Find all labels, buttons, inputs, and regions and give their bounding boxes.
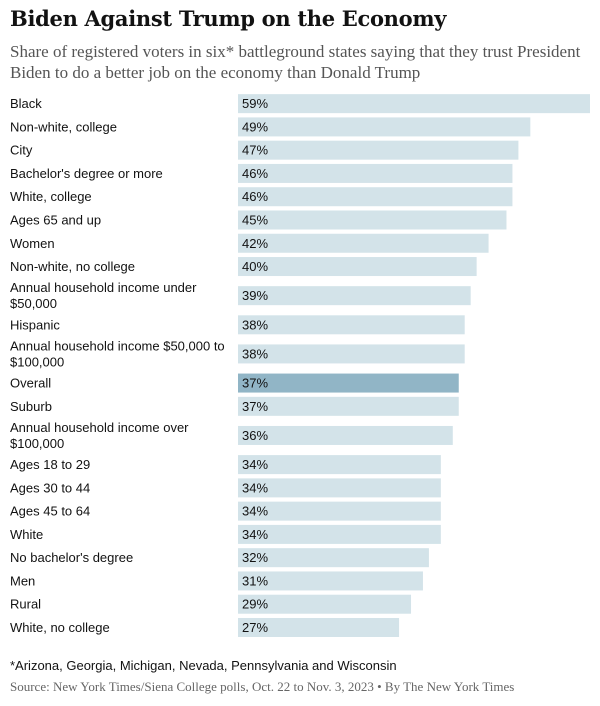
category-label: Men xyxy=(10,573,35,588)
category-label: No bachelor's degree xyxy=(10,550,133,565)
category-label: Non-white, no college xyxy=(10,259,135,274)
bar-value-label: 49% xyxy=(242,119,268,134)
bar xyxy=(238,117,531,137)
source-credit: Source: New York Times/Siena College pol… xyxy=(10,679,515,694)
bar-value-label: 34% xyxy=(242,480,268,495)
chart-title: Biden Against Trump on the Economy xyxy=(10,6,447,31)
bar-value-label: 32% xyxy=(242,550,268,565)
bar-value-label: 36% xyxy=(242,428,268,443)
category-label: White, college xyxy=(10,189,92,204)
bar-value-label: 29% xyxy=(242,597,268,612)
footnote: *Arizona, Georgia, Michigan, Nevada, Pen… xyxy=(10,658,397,673)
bar xyxy=(238,478,441,498)
bar-value-label: 38% xyxy=(242,346,268,361)
bar-value-label: 34% xyxy=(242,457,268,472)
bar xyxy=(238,501,441,521)
bar-value-label: 34% xyxy=(242,527,268,542)
bar-value-label: 39% xyxy=(242,288,268,303)
bar-value-label: 27% xyxy=(242,620,268,635)
category-label: Bachelor's degree or more xyxy=(10,166,163,181)
bar-value-label: 34% xyxy=(242,504,268,519)
bar xyxy=(238,571,423,591)
bar-value-label: 47% xyxy=(242,143,268,158)
category-label: Rural xyxy=(10,597,41,612)
bar-value-label: 31% xyxy=(242,573,268,588)
category-label: White, no college xyxy=(10,620,110,635)
category-label: White xyxy=(10,527,43,542)
category-label: Annual household income over $100,000 xyxy=(10,420,189,451)
bar-value-label: 40% xyxy=(242,259,268,274)
bar-value-label: 37% xyxy=(242,399,268,414)
bar xyxy=(238,187,513,207)
bar-value-label: 42% xyxy=(242,236,268,251)
category-label: Suburb xyxy=(10,399,52,414)
category-label: Annual household income $50,000 to $100,0… xyxy=(10,338,225,369)
bar xyxy=(238,425,453,445)
category-label: Ages 45 to 64 xyxy=(10,504,90,519)
bar-value-label: 45% xyxy=(242,212,268,227)
category-label: Ages 18 to 29 xyxy=(10,457,90,472)
bar-value-label: 46% xyxy=(242,189,268,204)
bar xyxy=(238,163,513,183)
bar xyxy=(238,257,477,277)
bar xyxy=(238,455,441,475)
bar xyxy=(238,373,459,393)
bar-value-label: 38% xyxy=(242,317,268,332)
category-label: Women xyxy=(10,236,55,251)
bar xyxy=(238,524,441,544)
category-label: Ages 30 to 44 xyxy=(10,480,90,495)
bar-value-label: 59% xyxy=(242,96,268,111)
bar xyxy=(238,286,471,306)
bar xyxy=(238,594,412,614)
category-label: Annual household income under $50,000 xyxy=(10,280,197,311)
bar xyxy=(238,548,429,568)
bar-value-label: 37% xyxy=(242,376,268,391)
bar xyxy=(238,617,400,637)
category-label: Non-white, college xyxy=(10,119,117,134)
bar xyxy=(238,140,519,160)
bar xyxy=(238,94,590,114)
chart-subtitle: Share of registered voters in six* battl… xyxy=(10,42,581,82)
bar xyxy=(238,344,465,364)
bar-value-label: 46% xyxy=(242,166,268,181)
bar xyxy=(238,315,465,335)
category-label: Hispanic xyxy=(10,317,60,332)
category-label: Black xyxy=(10,96,42,111)
category-label: Overall xyxy=(10,376,51,391)
category-label: Ages 65 and up xyxy=(10,212,101,227)
bar xyxy=(238,210,507,230)
bar xyxy=(238,396,459,416)
bar xyxy=(238,233,489,253)
category-label: City xyxy=(10,143,33,158)
